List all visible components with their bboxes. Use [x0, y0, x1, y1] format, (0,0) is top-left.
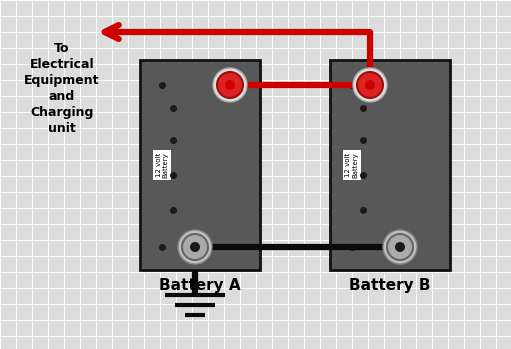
Text: 12 volt
Battery: 12 volt Battery	[345, 152, 359, 178]
Text: Battery A: Battery A	[159, 278, 241, 293]
Circle shape	[225, 80, 235, 90]
Bar	[140, 60, 260, 270]
Circle shape	[387, 234, 413, 260]
Circle shape	[383, 230, 417, 264]
Text: Battery B: Battery B	[349, 278, 431, 293]
Circle shape	[213, 68, 247, 102]
Circle shape	[395, 242, 405, 252]
Text: 12 volt
Battery: 12 volt Battery	[155, 152, 169, 178]
Circle shape	[365, 80, 375, 90]
Circle shape	[190, 242, 200, 252]
Circle shape	[357, 72, 383, 98]
Circle shape	[182, 234, 208, 260]
Text: To
Electrical
Equipment
and
Charging
unit: To Electrical Equipment and Charging uni…	[24, 42, 100, 135]
Circle shape	[353, 68, 387, 102]
Circle shape	[217, 72, 243, 98]
Circle shape	[178, 230, 212, 264]
Bar	[330, 60, 450, 270]
